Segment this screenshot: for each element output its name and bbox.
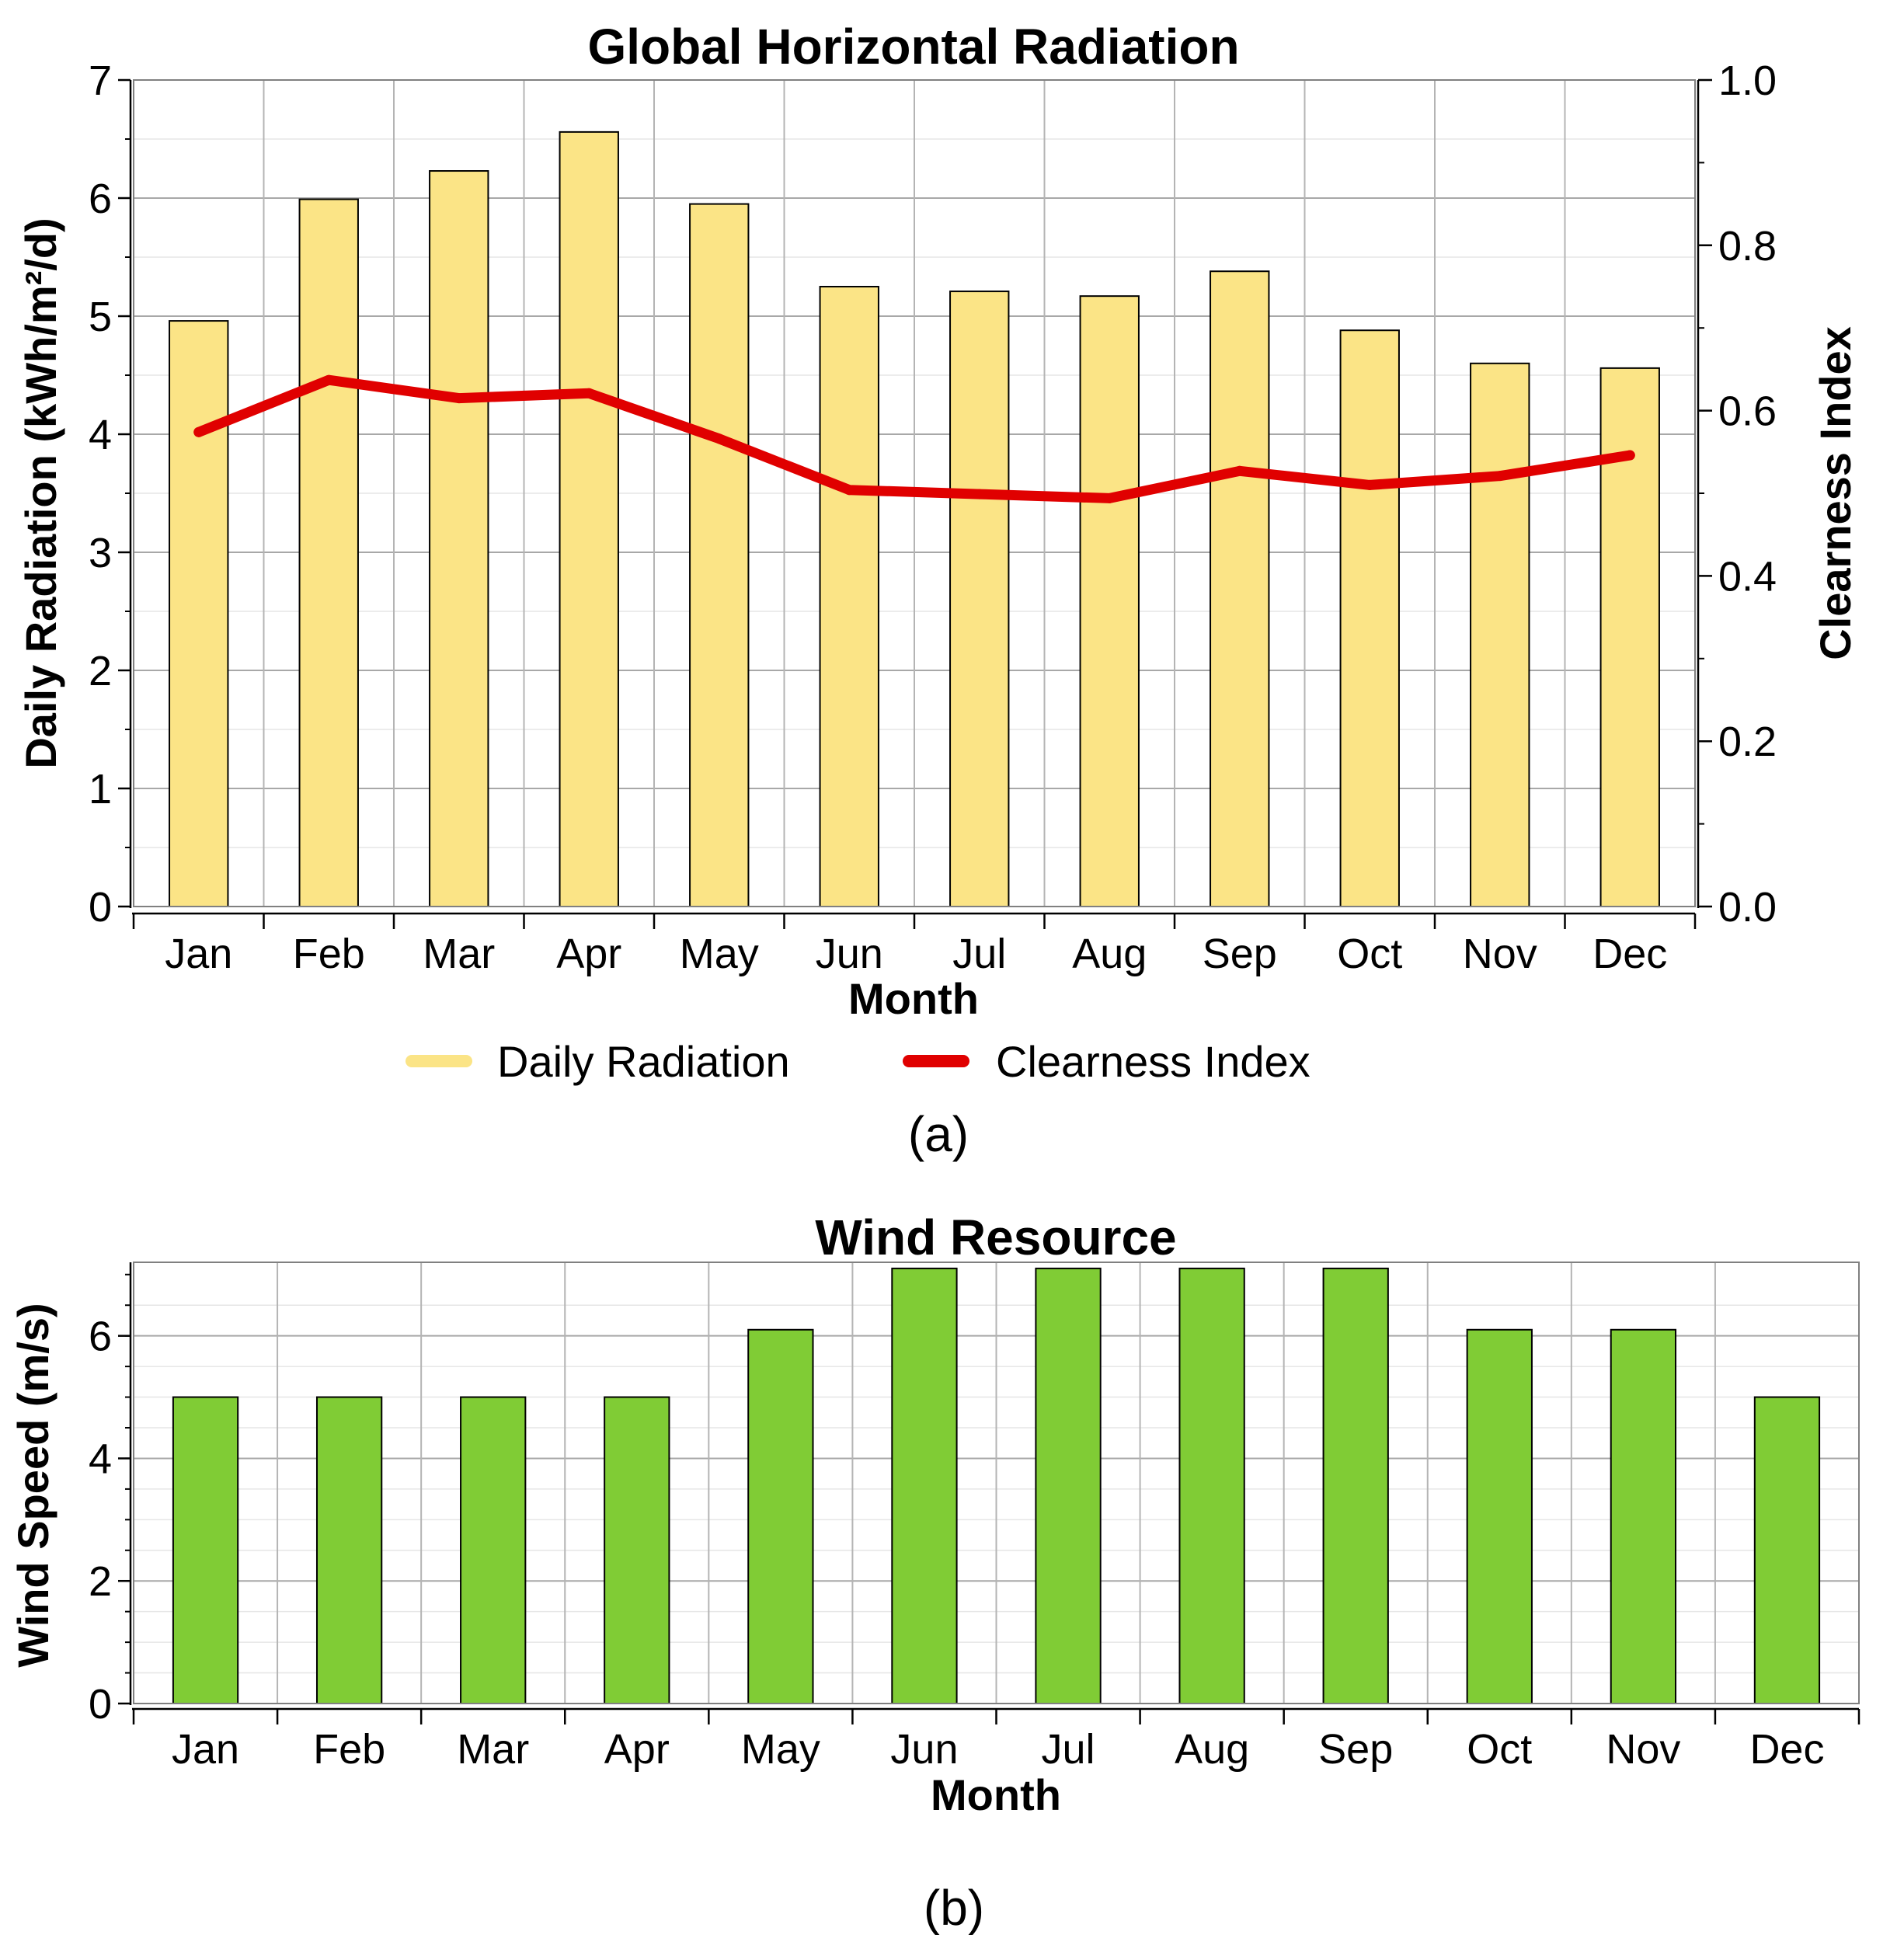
x-tick-label-apr: Apr <box>604 1726 670 1773</box>
bar-jun <box>819 286 879 907</box>
plot-frame <box>133 79 1696 907</box>
x-tick-label-jan: Jan <box>165 931 232 977</box>
y-tick-label: 2 <box>89 648 112 694</box>
bar-aug <box>1079 295 1140 908</box>
x-tick-label-jun: Jun <box>816 931 883 977</box>
clearness-point-jul <box>974 489 985 499</box>
x-tick-label-apr: Apr <box>556 931 621 977</box>
x-tick-label-jan: Jan <box>172 1726 239 1773</box>
x-tick-label-mar: Mar <box>423 931 495 977</box>
figure-caption: (b) <box>924 1880 984 1935</box>
bar-mar <box>429 170 489 908</box>
bar-apr <box>604 1396 670 1704</box>
bar-aug <box>1178 1267 1245 1704</box>
x-tick-label-aug: Aug <box>1072 931 1147 977</box>
x-tick-label-sep: Sep <box>1203 931 1277 977</box>
clearness-point-aug <box>1104 492 1115 503</box>
y-tick-label: 4 <box>89 1436 112 1482</box>
clearness-point-mar <box>454 393 465 404</box>
chart-title: Wind Resource <box>815 1209 1176 1265</box>
bar-apr <box>559 131 619 907</box>
bar-jan <box>172 1396 239 1704</box>
y2-tick-label: 1.0 <box>1718 57 1777 104</box>
clearness-point-jan <box>193 426 204 437</box>
clearness-point-oct <box>1364 479 1375 490</box>
y-tick-label: 2 <box>89 1558 112 1605</box>
clearness-point-jun <box>844 485 855 496</box>
y-tick-label: 3 <box>89 530 112 576</box>
figure-caption: (a) <box>908 1106 969 1162</box>
bar-may <box>747 1328 814 1705</box>
bar-may <box>689 203 750 908</box>
bar-nov <box>1470 362 1530 907</box>
bar-sep <box>1210 270 1270 907</box>
x-tick-label-aug: Aug <box>1175 1726 1249 1773</box>
bar-feb <box>298 198 359 907</box>
bar-sep <box>1322 1267 1389 1704</box>
y2-tick-label: 0.0 <box>1718 884 1777 931</box>
x-tick-label-jun: Jun <box>890 1726 958 1773</box>
y2-axis-title: Clearness Index <box>1811 326 1860 660</box>
x-tick-label-dec: Dec <box>1749 1726 1824 1773</box>
bar-feb <box>315 1396 383 1704</box>
bar-dec <box>1599 367 1660 907</box>
bar-jan <box>169 320 229 907</box>
x-tick-label-mar: Mar <box>457 1726 529 1773</box>
y2-tick-label: 0.6 <box>1718 388 1777 435</box>
x-tick-label-nov: Nov <box>1606 1726 1680 1773</box>
y2-tick-label: 0.8 <box>1718 223 1777 270</box>
clearness-point-dec <box>1624 450 1635 461</box>
clearness-index-line <box>193 374 1635 503</box>
x-tick-label-sep: Sep <box>1318 1726 1393 1773</box>
x-tick-label-may: May <box>741 1726 820 1773</box>
x-tick-label-may: May <box>680 931 759 977</box>
bar-oct <box>1339 329 1400 907</box>
x-tick-label-jul: Jul <box>952 931 1006 977</box>
y-tick-label: 6 <box>89 176 112 222</box>
y-tick-label: 0 <box>89 1681 112 1728</box>
y-tick-label: 4 <box>89 412 112 458</box>
clearness-point-apr <box>583 388 594 398</box>
y-tick-label: 6 <box>89 1314 112 1360</box>
x-tick-label-oct: Oct <box>1337 931 1402 977</box>
y-tick-label: 1 <box>89 766 112 813</box>
y-axis-title: Daily Radiation (kWh/m²/d) <box>16 218 65 768</box>
y2-tick-label: 0.2 <box>1718 719 1777 765</box>
clearness-point-sep <box>1234 465 1245 476</box>
clearness-point-nov <box>1495 471 1505 482</box>
bar-mar <box>460 1396 527 1704</box>
legend-label-daily-radiation: Daily Radiation <box>497 1037 790 1086</box>
x-tick-label-nov: Nov <box>1463 931 1537 977</box>
chart-title: Global Horizontal Radiation <box>587 19 1239 75</box>
bar-jun <box>891 1267 958 1704</box>
plot-frame <box>133 1262 1860 1704</box>
bar-dec <box>1753 1396 1821 1704</box>
clearness-point-feb <box>323 374 334 385</box>
bar-oct <box>1466 1328 1533 1705</box>
y-tick-label: 5 <box>89 294 112 340</box>
bar-jul <box>949 291 1010 907</box>
x-tick-label-jul: Jul <box>1042 1726 1095 1773</box>
y-tick-label: 7 <box>89 57 112 104</box>
legend-label-clearness-index: Clearness Index <box>996 1037 1311 1086</box>
chart-wind: 0 2 4 6 Jan Feb Mar Apr May Jun Jul Aug Sep Oct Nov Dec… <box>9 1209 1860 1935</box>
x-tick-label-feb: Feb <box>293 931 365 977</box>
chart-radiation: 0 1 2 3 4 5 6 7 Jan Feb Mar Apr May Jun Jul Aug Sep Oct No… <box>16 19 1860 1162</box>
x-tick-label-feb: Feb <box>313 1726 385 1773</box>
y-axis-title: Wind Speed (m/s) <box>9 1303 57 1667</box>
x-axis-title: Month <box>848 974 979 1023</box>
bar-nov <box>1610 1328 1677 1705</box>
x-tick-label-oct: Oct <box>1467 1726 1532 1773</box>
x-axis-title: Month <box>931 1770 1061 1819</box>
bar-jul <box>1035 1267 1102 1704</box>
clearness-point-may <box>714 433 725 444</box>
y2-tick-label: 0.4 <box>1718 553 1777 600</box>
y-tick-label: 0 <box>89 884 112 931</box>
x-tick-label-dec: Dec <box>1592 931 1667 977</box>
